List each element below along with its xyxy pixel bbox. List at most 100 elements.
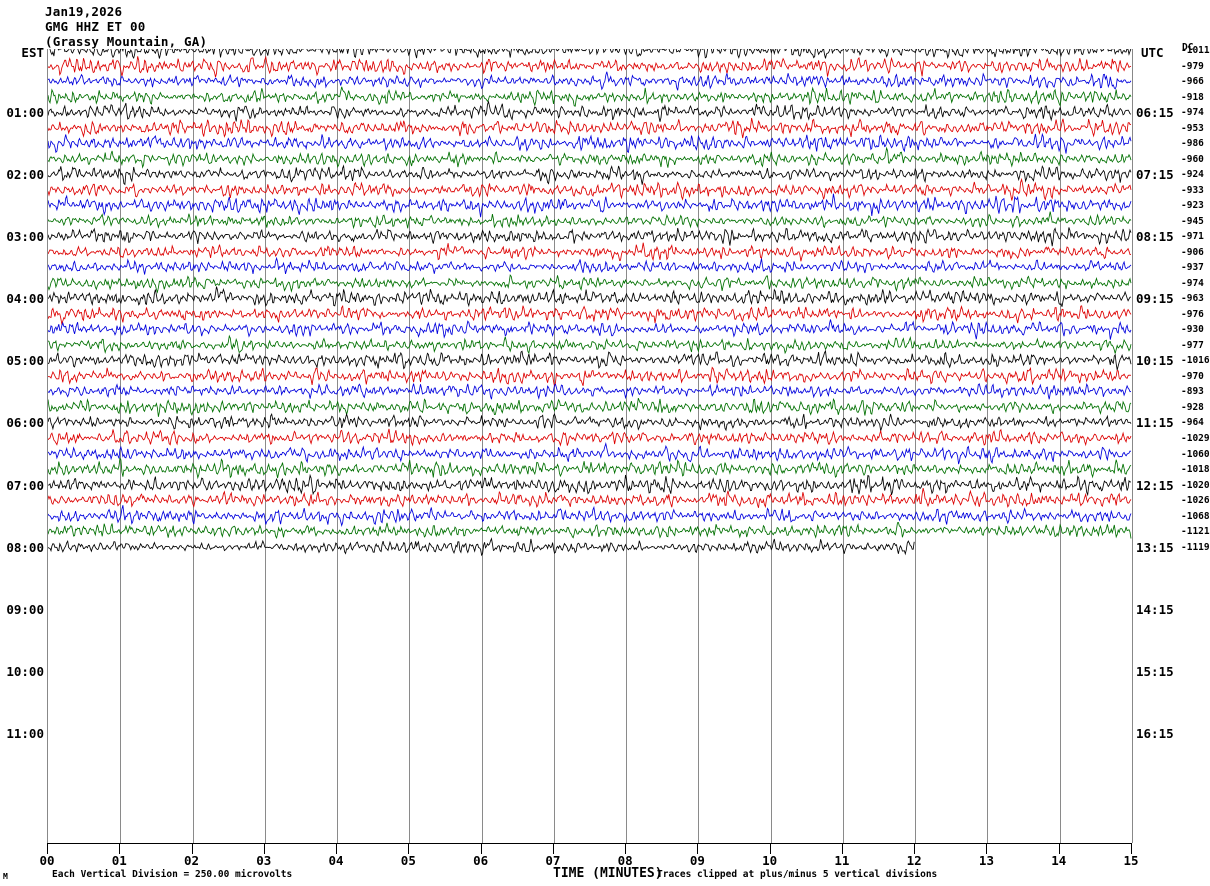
x-tick-major [552,843,554,854]
trace-path-green [48,336,1131,354]
dc-offset-value: -970 [1181,370,1204,382]
x-tick-major [119,843,121,854]
seismic-trace [48,343,1132,377]
grid-line-minute-8 [626,49,628,843]
x-axis-line [47,843,1131,844]
dc-offset-value: -930 [1181,324,1204,336]
grid-line-minute-14 [1059,49,1061,843]
x-tick-major [625,843,627,854]
trace-path-black [48,166,1131,185]
grid-line-minute-9 [698,49,700,843]
seismic-trace [48,437,1132,471]
x-tick-label: 08 [617,853,633,868]
dc-offset-value: -924 [1181,169,1204,181]
x-tick-major [914,843,916,854]
trace-path-black [48,414,1131,431]
dc-offset-value: -979 [1181,60,1204,72]
dc-offset-value: -1018 [1181,464,1210,476]
trace-path-blue [48,443,1131,464]
trace-path-blue [48,505,1131,525]
x-tick-major [1131,843,1132,854]
dc-offset-value: -933 [1181,184,1204,196]
right-hour-label: 10:15 [1136,353,1174,369]
dc-offset-value: -1119 [1181,541,1210,553]
right-hour-label: 11:15 [1136,415,1174,431]
x-tick-label: 09 [689,853,705,868]
trace-path-green [48,523,1131,539]
dc-offset-value: -928 [1181,401,1204,413]
grid-line-minute-2 [192,49,194,843]
header-channel: GMG HHZ ET 00 [45,19,146,34]
trace-path-blue [48,384,1131,400]
trace-path-black [48,228,1131,247]
seismic-trace [48,390,1132,424]
grid-line-minute-6 [481,49,483,843]
seismic-trace [48,328,1132,362]
helicorder-plot[interactable] [47,49,1133,843]
dc-offset-value: -966 [1181,76,1204,88]
trace-path-green [48,398,1131,417]
x-tick-label: 04 [328,853,344,868]
trace-path-red [48,488,1131,508]
right-timezone-label: UTC [1141,45,1164,60]
trace-path-black [48,102,1131,122]
seismic-trace [48,266,1132,300]
seismic-trace [48,235,1132,269]
x-tick-major [263,843,265,854]
x-tick-label: 10 [762,853,778,868]
grid-line-minute-5 [409,49,411,843]
right-hour-label: 12:15 [1136,477,1174,493]
x-tick-major [191,843,193,854]
trace-path-red [48,56,1131,77]
dc-offset-value: -960 [1181,153,1204,165]
seismic-trace [48,483,1132,517]
seismic-trace [48,64,1132,98]
trace-path-black [48,287,1131,307]
seismic-trace [48,514,1132,548]
dc-offset-value: -1011 [1181,45,1210,56]
trace-path-blue [48,259,1131,275]
x-tick-major [408,843,410,854]
trace-path-red [48,429,1131,446]
x-tick-label: 07 [545,853,561,868]
x-tick-major [769,843,771,854]
trace-path-red [48,367,1131,386]
left-hour-label: 05:00 [6,353,44,369]
left-hour-label: 07:00 [6,477,44,493]
x-axis-title: TIME (MINUTES) [553,866,663,881]
trace-path-blue [48,320,1131,340]
left-hour-label: 08:00 [6,539,44,555]
left-hour-label: 01:00 [6,105,44,121]
right-hour-label: 09:15 [1136,291,1174,307]
x-tick-label: 03 [256,853,272,868]
dc-offset-value: -1016 [1181,355,1210,367]
header-date: Jan19,2026 [45,4,123,19]
grid-line-minute-4 [337,49,339,843]
trace-path-blue [48,134,1131,154]
trace-path-red [48,118,1131,138]
dc-offset-value: -937 [1181,262,1204,274]
left-hour-label: 03:00 [6,229,44,245]
seismic-trace [48,359,1132,393]
dc-offset-value: -986 [1181,138,1204,150]
seismic-trace [48,499,1132,533]
footer-corner-mark: M [3,872,8,881]
x-tick-major [1058,843,1060,854]
right-hour-label: 14:15 [1136,601,1174,617]
trace-path-green [48,211,1131,228]
seismic-trace [48,297,1132,331]
trace-path-green [48,275,1131,292]
left-hour-label: 06:00 [6,415,44,431]
seismic-trace [48,219,1132,253]
right-hour-label: 15:15 [1136,663,1174,679]
seismic-trace [48,188,1132,222]
trace-path-black [48,49,1131,59]
dc-offset-value: -974 [1181,277,1204,289]
left-hour-label: 02:00 [6,167,44,183]
seismic-trace [48,142,1132,176]
dc-offset-value: -953 [1181,122,1204,134]
trace-path-black [48,538,914,554]
seismic-trace [48,49,1132,83]
trace-path-blue [48,194,1131,218]
left-timezone-label: EST [21,45,44,60]
